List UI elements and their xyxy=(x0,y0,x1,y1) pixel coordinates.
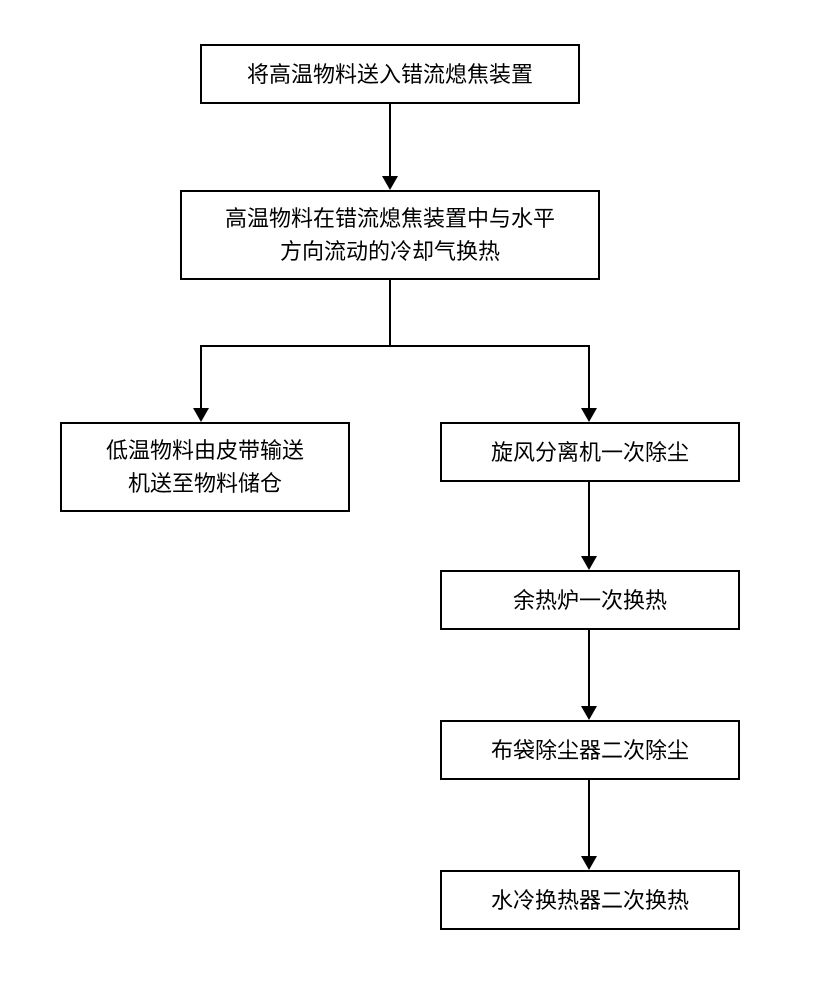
step-1-label: 将高温物料送入错流熄焦装置 xyxy=(247,58,533,91)
flowchart-step-5: 余热炉一次换热 xyxy=(440,570,740,630)
arrow-line xyxy=(588,630,590,706)
step-2-label: 高温物料在错流熄焦装置中与水平 方向流动的冷却气换热 xyxy=(225,202,555,268)
arrow-line xyxy=(389,104,391,176)
arrow-line xyxy=(389,280,391,345)
step-4-label: 旋风分离机一次除尘 xyxy=(491,436,689,469)
step-7-label: 水冷换热器二次换热 xyxy=(491,884,689,917)
arrow-head-down xyxy=(581,408,597,422)
arrow-head-down xyxy=(193,408,209,422)
arrow-head-down xyxy=(581,706,597,720)
flowchart-step-4-right: 旋风分离机一次除尘 xyxy=(440,422,740,482)
arrow-line xyxy=(588,482,590,556)
arrow-line xyxy=(200,345,590,347)
step-2-line-2: 方向流动的冷却气换热 xyxy=(280,239,500,264)
step-6-label: 布袋除尘器二次除尘 xyxy=(491,734,689,767)
arrow-line xyxy=(200,345,202,408)
flowchart-step-1: 将高温物料送入错流熄焦装置 xyxy=(200,44,580,104)
step-2-line-1: 高温物料在错流熄焦装置中与水平 xyxy=(225,206,555,231)
arrow-line xyxy=(588,780,590,856)
arrow-head-down xyxy=(581,856,597,870)
step-3-label: 低温物料由皮带输送 机送至物料储仓 xyxy=(106,434,304,500)
step-5-label: 余热炉一次换热 xyxy=(513,584,667,617)
flowchart-step-3-left: 低温物料由皮带输送 机送至物料储仓 xyxy=(60,422,350,512)
flowchart-step-7: 水冷换热器二次换热 xyxy=(440,870,740,930)
arrow-head-down xyxy=(581,556,597,570)
step-3-line-1: 低温物料由皮带输送 xyxy=(106,438,304,463)
flowchart-step-6: 布袋除尘器二次除尘 xyxy=(440,720,740,780)
flowchart-step-2: 高温物料在错流熄焦装置中与水平 方向流动的冷却气换热 xyxy=(180,190,600,280)
step-3-line-2: 机送至物料储仓 xyxy=(128,471,282,496)
arrow-head-down xyxy=(382,176,398,190)
arrow-line xyxy=(588,345,590,408)
